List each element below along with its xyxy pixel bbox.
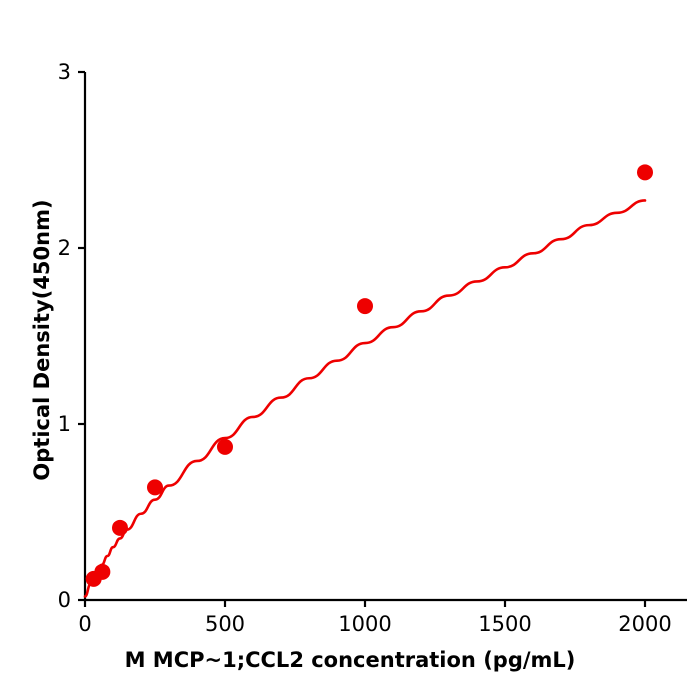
data-point-marker <box>112 519 128 536</box>
y-tick-label: 2 <box>57 236 71 260</box>
fit-curve-path <box>83 199 647 598</box>
fitted-curve <box>83 199 647 598</box>
y-tick-label: 0 <box>57 588 71 612</box>
x-tick-label: 0 <box>78 612 92 636</box>
data-point-marker <box>147 479 163 496</box>
x-tick-label: 1000 <box>338 612 392 636</box>
x-tick-label: 2000 <box>618 612 672 636</box>
x-tick-label: 500 <box>204 612 246 636</box>
data-point-markers <box>85 164 653 587</box>
x-axis-title: M MCP~1;CCL2 concentration (pg/mL) <box>124 648 576 672</box>
data-point-marker <box>217 438 233 455</box>
data-point-marker <box>637 164 653 181</box>
axis-lines <box>83 72 687 602</box>
x-tick-label: 1500 <box>478 612 532 636</box>
data-point-marker <box>94 563 111 580</box>
y-tick-label: 3 <box>57 60 71 84</box>
y-axis-title: Optical Density(450nm) <box>30 199 54 481</box>
data-point-marker <box>357 298 373 315</box>
y-tick-label: 1 <box>57 412 71 436</box>
tick-marks <box>78 70 647 607</box>
